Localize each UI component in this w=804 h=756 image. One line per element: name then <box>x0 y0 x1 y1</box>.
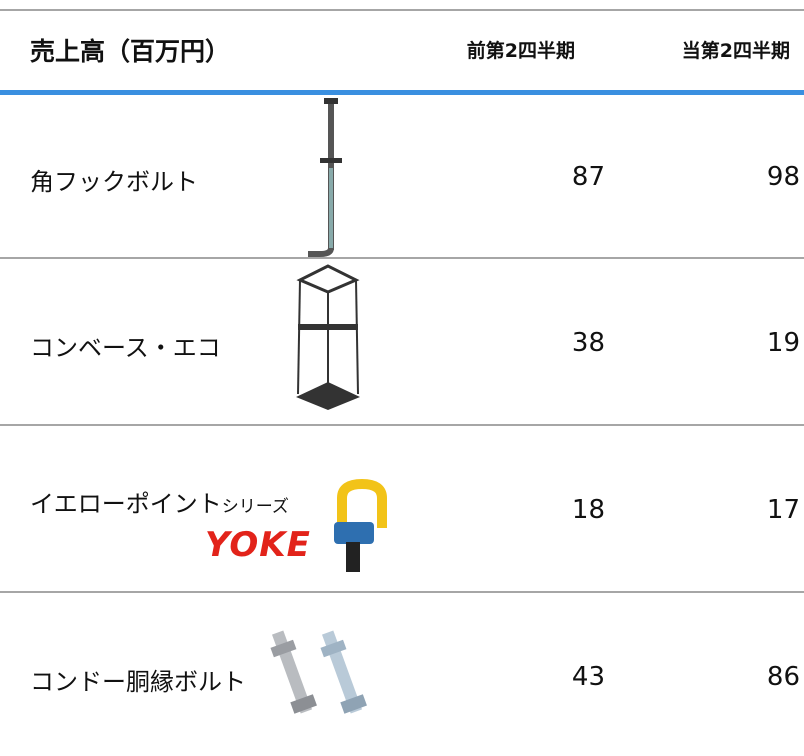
prev-value: 38 <box>571 328 605 358</box>
curr-value: 98 <box>766 162 800 192</box>
product-image <box>334 478 387 572</box>
row-rule <box>0 424 804 426</box>
product-name: イエローポイントシリーズ <box>30 484 289 519</box>
prev-value: 43 <box>571 662 605 692</box>
prev-value: 87 <box>571 162 605 192</box>
header-rule <box>0 90 804 95</box>
product-name: コンベース・エコ <box>30 334 221 362</box>
product-name: コンドー胴縁ボルト <box>30 668 246 696</box>
row-rule <box>0 257 804 259</box>
product-image <box>308 98 342 257</box>
brand-logo: YOKE <box>205 525 311 565</box>
curr-value: 86 <box>766 662 800 692</box>
product-name-suffix: シリーズ <box>221 497 289 517</box>
curr-value: 19 <box>766 328 800 358</box>
prev-value: 18 <box>571 495 605 525</box>
header-prev: 前第2四半期 <box>466 40 575 62</box>
product-image <box>270 630 367 714</box>
product-image <box>296 264 360 410</box>
top-rule <box>0 9 804 11</box>
row-rule <box>0 591 804 593</box>
header-title: 売上高（百万円） <box>30 37 231 66</box>
product-name-main: イエローポイント <box>30 490 222 518</box>
product-name: 角フックボルト <box>30 168 198 196</box>
curr-value: 17 <box>766 495 800 525</box>
header-curr: 当第2四半期 <box>681 40 790 62</box>
